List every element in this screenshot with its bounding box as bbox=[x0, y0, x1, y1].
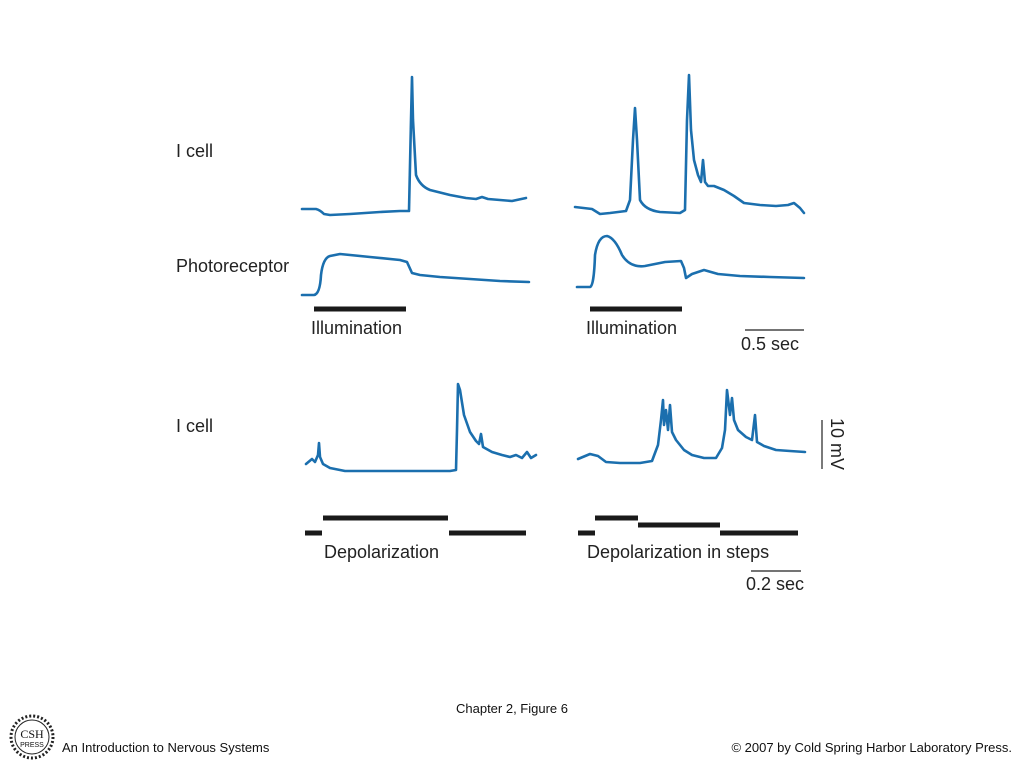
i-cell-trace-bottom-right bbox=[576, 388, 807, 465]
i-cell-trace-top-left bbox=[300, 75, 528, 217]
voltage-scale-label: 10 mV bbox=[827, 418, 847, 470]
i-cell-trace-top-right bbox=[573, 73, 806, 216]
row-label-i-cell-bottom: I cell bbox=[176, 416, 213, 436]
electrophysiology-figure: I cell Photoreceptor I cell Illumination… bbox=[176, 73, 847, 594]
depolarization-steps-label: Depolarization in steps bbox=[587, 542, 769, 562]
copyright-notice: © 2007 by Cold Spring Harbor Laboratory … bbox=[731, 740, 1012, 755]
time-scale-label-bottom: 0.2 sec bbox=[746, 574, 804, 594]
photoreceptor-trace-right bbox=[575, 234, 806, 289]
book-title: An Introduction to Nervous Systems bbox=[62, 740, 270, 755]
logo-text-csh: CSH bbox=[20, 727, 44, 741]
photoreceptor-trace-left bbox=[300, 252, 531, 297]
logo-text-press: PRESS bbox=[20, 742, 44, 749]
csh-press-logo: CSH PRESS bbox=[9, 714, 55, 760]
depolarization-label: Depolarization bbox=[324, 542, 439, 562]
illumination-label-left: Illumination bbox=[311, 318, 402, 338]
figure-caption: Chapter 2, Figure 6 bbox=[455, 701, 568, 716]
row-label-i-cell-top: I cell bbox=[176, 141, 213, 161]
time-scale-label-top: 0.5 sec bbox=[741, 334, 799, 354]
row-label-photoreceptor: Photoreceptor bbox=[176, 256, 289, 276]
illumination-label-right: Illumination bbox=[586, 318, 677, 338]
i-cell-trace-bottom-left bbox=[304, 382, 538, 473]
